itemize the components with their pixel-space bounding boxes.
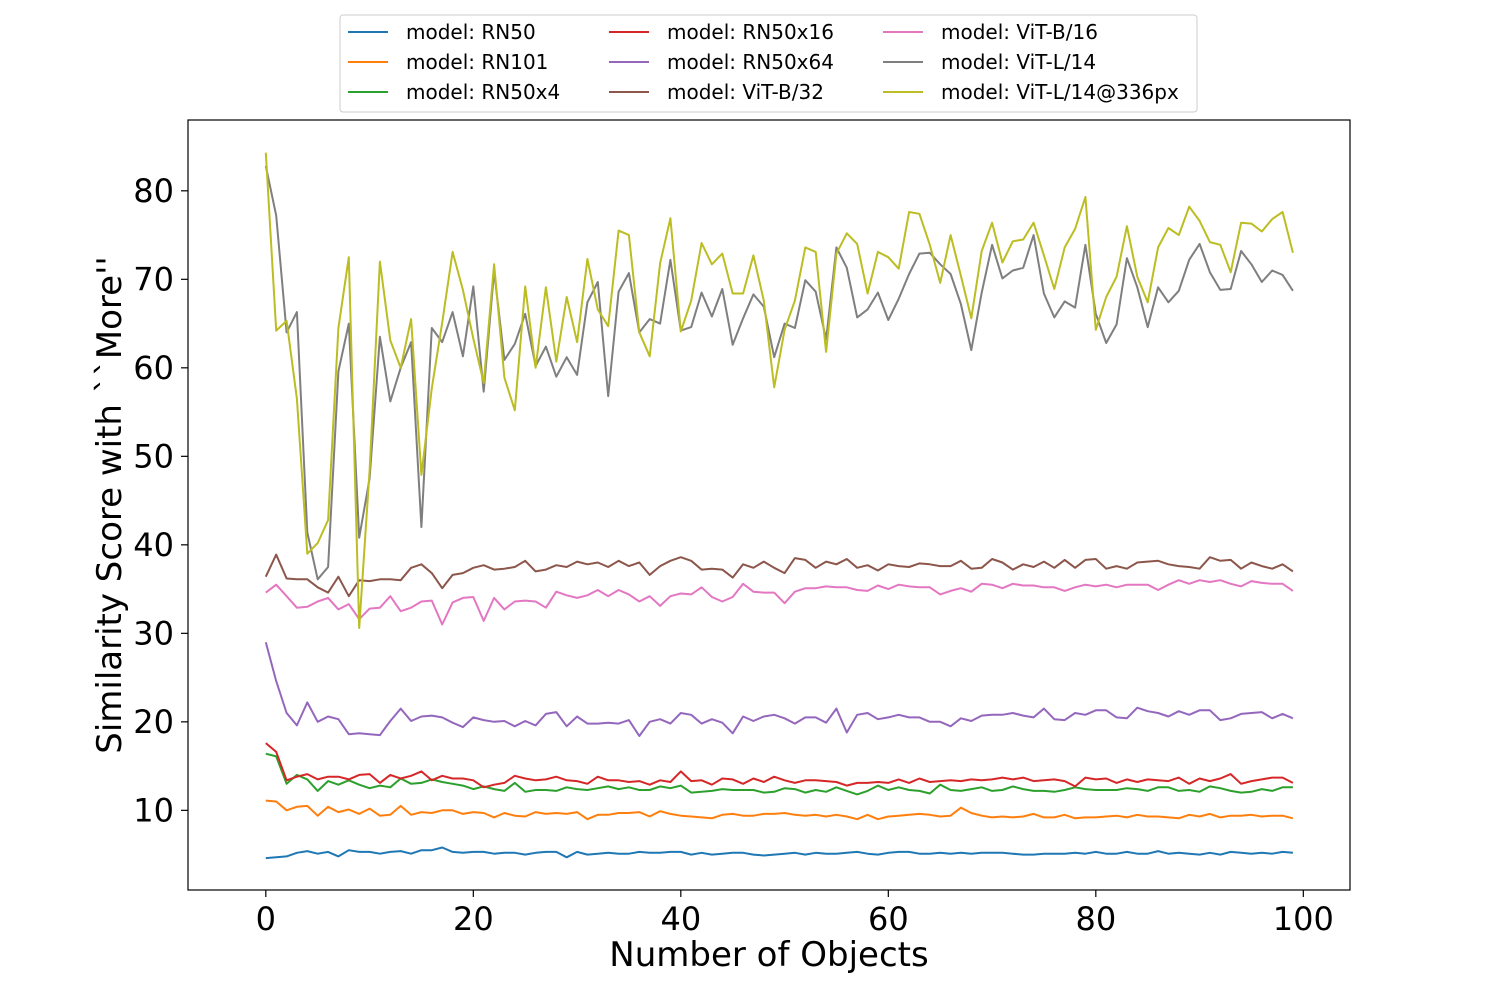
legend-label: model: ViT-L/14@336px <box>941 80 1179 104</box>
y-tick-label: 50 <box>133 437 174 475</box>
series-group <box>264 152 1294 860</box>
y-tick-label: 10 <box>133 791 174 829</box>
legend: model: RN50 model: RN101 model: RN50x4 mode… <box>339 14 1198 113</box>
y-tick-label: 30 <box>133 614 174 652</box>
y-axis-label: Similarity Score with ``More'' <box>90 256 130 754</box>
series-line-rn101 <box>265 799 1294 821</box>
y-axis: 10 20 30 40 50 60 70 80 <box>133 172 188 829</box>
x-tick-label: 0 <box>256 900 276 938</box>
series-line-rn50x64 <box>264 641 1294 737</box>
y-tick-label: 20 <box>133 703 174 741</box>
series-line-rn50x16 <box>265 742 1294 789</box>
x-tick-label: 60 <box>868 900 909 938</box>
series-line-vit-b-16 <box>265 579 1294 626</box>
y-tick-label: 60 <box>133 349 174 387</box>
series-line-rn50x4 <box>265 752 1293 796</box>
legend-label: model: RN50 <box>406 20 536 44</box>
series-line-vit-l-14-336px <box>264 152 1294 629</box>
legend-label: model: RN50x64 <box>667 50 834 74</box>
y-tick-label: 40 <box>133 526 174 564</box>
legend-box <box>339 14 1198 113</box>
y-tick-label: 80 <box>133 172 174 210</box>
x-tick-label: 20 <box>453 900 494 938</box>
legend-label: model: RN50x16 <box>667 20 834 44</box>
legend-label: model: ViT-B/16 <box>941 20 1098 44</box>
x-tick-label: 80 <box>1075 900 1116 938</box>
series-line-vit-l-14 <box>264 165 1294 581</box>
x-tick-label: 40 <box>660 900 701 938</box>
series-line-rn50 <box>265 846 1293 860</box>
plot-frame <box>187 119 1351 891</box>
x-axis: 0 20 40 60 80 100 <box>256 890 1334 938</box>
legend-label: model: ViT-B/32 <box>667 80 824 104</box>
legend-label: model: ViT-L/14 <box>941 50 1096 74</box>
series-line-vit-b-32 <box>264 553 1294 598</box>
y-tick-label: 70 <box>133 260 174 298</box>
legend-label: model: RN50x4 <box>406 80 560 104</box>
x-tick-label: 100 <box>1273 900 1334 938</box>
legend-label: model: RN101 <box>406 50 548 74</box>
x-axis-label: Number of Objects <box>609 935 928 975</box>
